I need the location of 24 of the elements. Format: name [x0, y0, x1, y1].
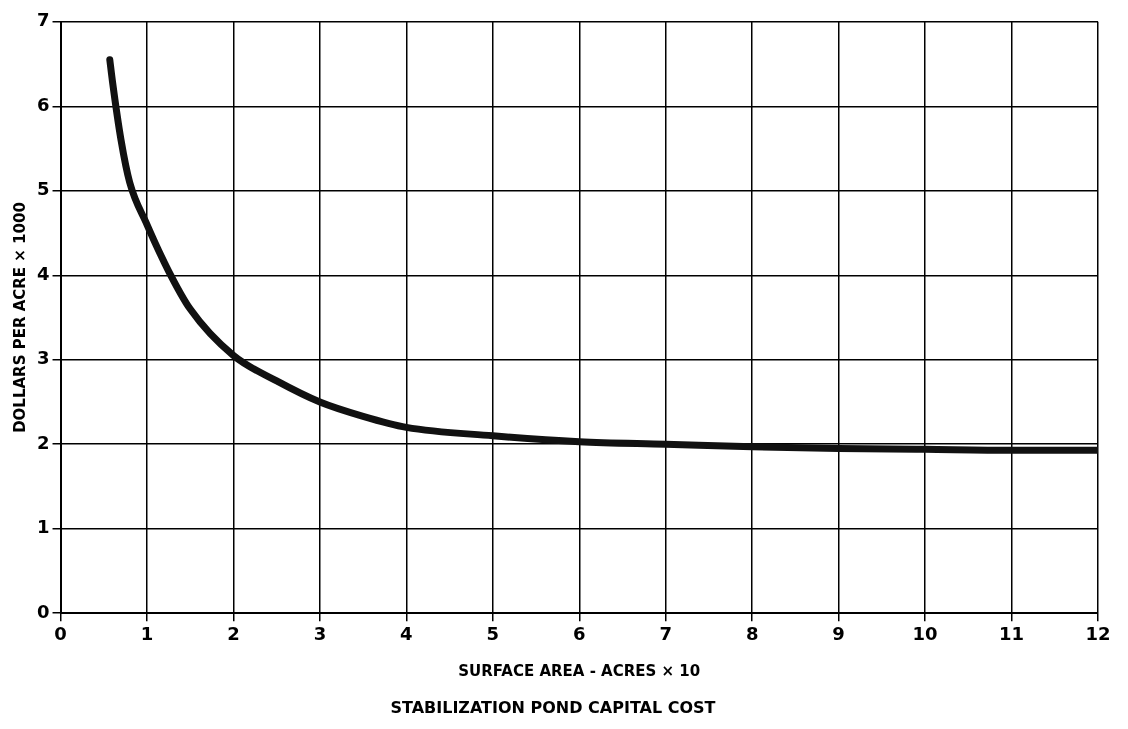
- y-tick-label: 6: [36, 93, 50, 115]
- x-tick-label: 5: [486, 622, 500, 644]
- y-tick-label: 4: [36, 262, 50, 284]
- x-tick-label: 11: [999, 622, 1025, 644]
- y-tick-label: 1: [36, 516, 50, 538]
- x-tick-label: 8: [745, 622, 759, 644]
- x-tick-label: 12: [1085, 622, 1111, 644]
- x-tick-label: 3: [313, 622, 327, 644]
- x-tick-label: 2: [227, 622, 240, 644]
- x-tick-label: 1: [140, 622, 154, 644]
- x-axis-title: SURFACE AREA - ACRES × 10: [458, 661, 701, 680]
- y-tick-label: 0: [36, 600, 50, 622]
- x-tick-label: 0: [54, 622, 67, 644]
- y-tick-label: 5: [36, 178, 50, 200]
- y-tick-label: 7: [36, 9, 50, 31]
- x-tick-label: 10: [912, 622, 938, 644]
- x-tick-label: 4: [400, 622, 413, 644]
- y-tick-label: 2: [36, 431, 50, 453]
- y-axis-title: DOLLARS PER ACRE × 1000: [10, 202, 29, 433]
- y-tick-label: 3: [36, 347, 50, 369]
- text: STABILIZATION POND CAPITAL COST: [390, 697, 716, 717]
- x-tick-label: 6: [573, 622, 586, 644]
- x-tick-label: 9: [832, 622, 845, 644]
- x-tick-label: 7: [659, 622, 672, 644]
